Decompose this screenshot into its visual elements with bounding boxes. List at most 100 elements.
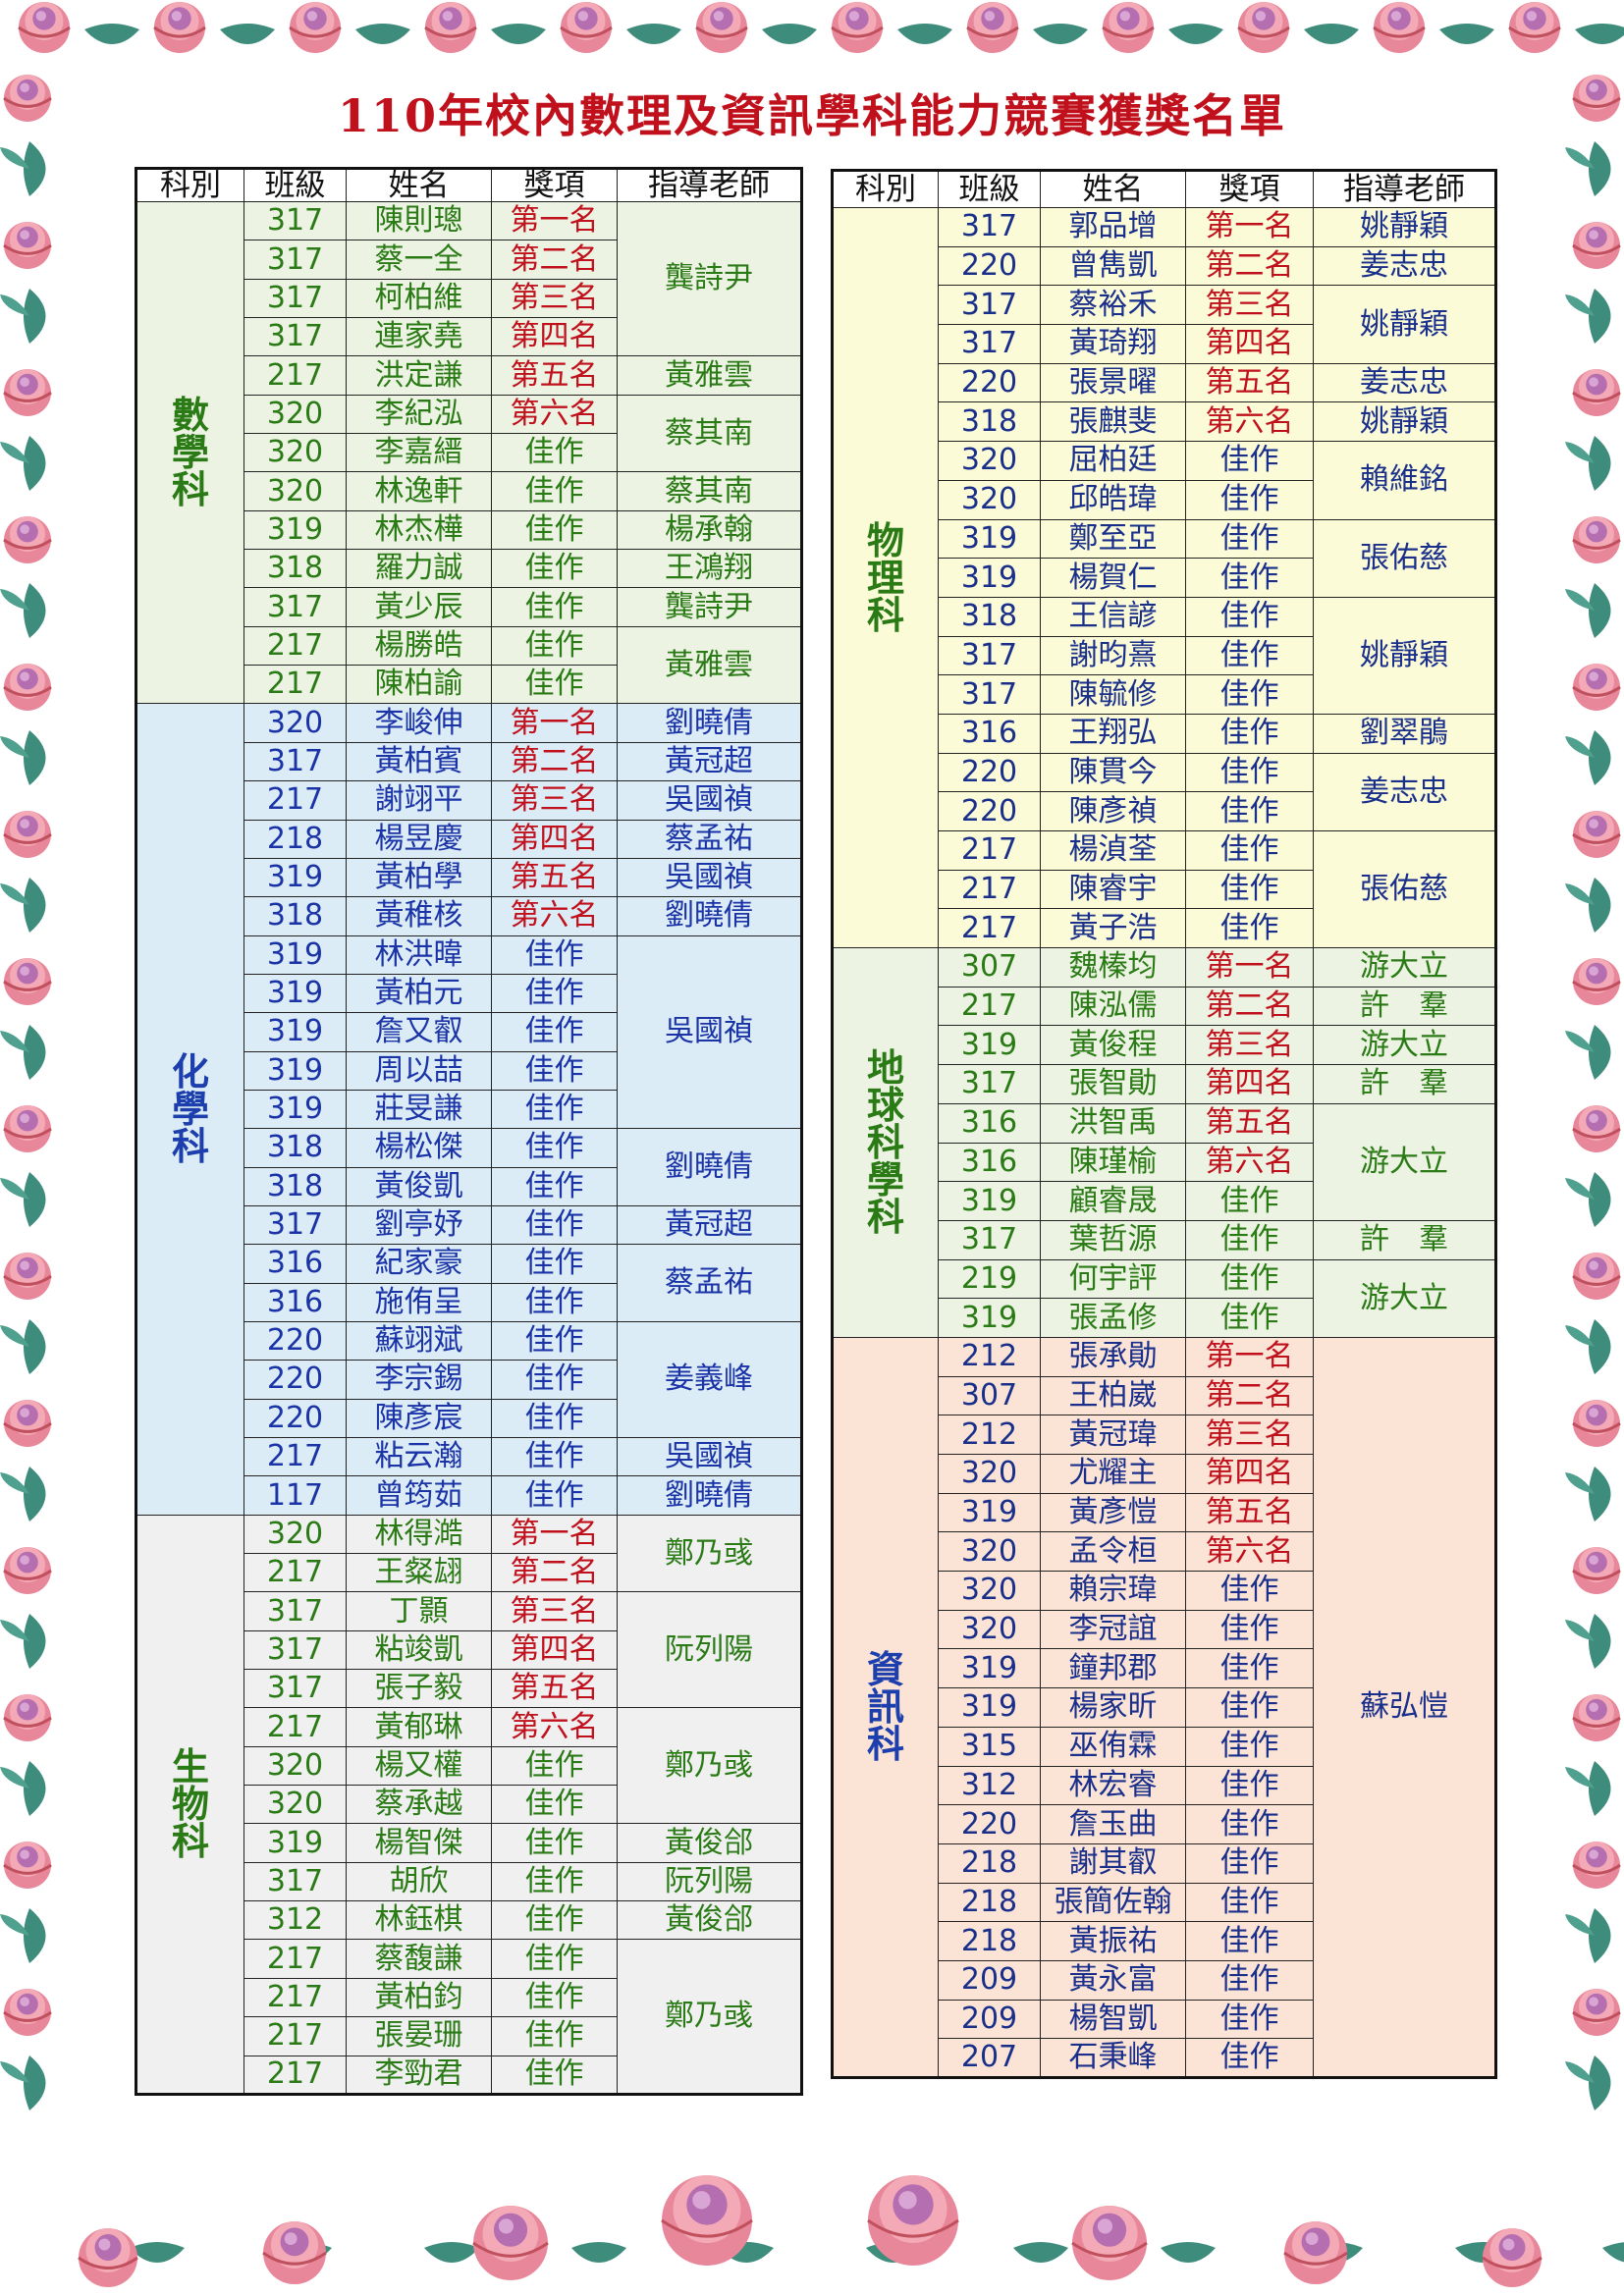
name-cell: 黃少辰	[346, 587, 492, 627]
flower-icon	[1572, 75, 1621, 122]
class-cell: 220	[938, 362, 1041, 403]
name-cell: 黃柏學	[346, 857, 492, 898]
name-cell: 陳彥宸	[346, 1398, 492, 1439]
name-cell: 何宇評	[1040, 1258, 1186, 1300]
name-cell: 顧睿晟	[1040, 1181, 1186, 1221]
name-cell: 黃柏賓	[346, 741, 492, 782]
teacher-cell: 吳國禎	[617, 780, 802, 821]
flower-icon	[1572, 1842, 1621, 1889]
leaf-icon	[220, 24, 275, 44]
name-cell: 紀家豪	[346, 1244, 492, 1284]
flower-icon	[1572, 369, 1621, 416]
award-cell: 第五名	[491, 355, 618, 396]
table-row: 317 黃少辰 佳作 龔詩尹	[135, 587, 802, 627]
class-cell: 217	[244, 1939, 347, 1979]
name-cell: 林宏睿	[1040, 1765, 1186, 1806]
class-cell: 317	[938, 207, 1041, 247]
flower-icon	[1572, 516, 1621, 563]
leaf-icon	[626, 24, 681, 44]
teacher-cell: 龔詩尹	[617, 587, 802, 627]
flower-icon	[1572, 1253, 1621, 1300]
award-cell: 佳作	[1185, 869, 1314, 910]
award-cell: 第三名	[491, 1591, 618, 1631]
class-cell: 317	[244, 317, 347, 357]
class-cell: 217	[244, 780, 347, 821]
leaf-icon	[1575, 24, 1624, 44]
table-row: 217 粘云瀚 佳作 吳國禎	[135, 1436, 802, 1477]
name-cell: 黃俊凱	[346, 1166, 492, 1206]
class-cell: 312	[938, 1765, 1041, 1806]
award-cell: 佳作	[491, 934, 618, 975]
teacher-cell: 鄭乃彧	[617, 1939, 802, 2095]
table-row: 317 丁顥 第三名 阮列陽	[135, 1591, 802, 1709]
name-cell: 邱皓瑋	[1040, 479, 1186, 520]
table-row: 212 黃冠瑋 第三名	[832, 1415, 1496, 1455]
name-cell: 楊智凱	[1040, 1999, 1186, 2040]
teacher-cell: 游大立	[1313, 1025, 1496, 1066]
award-cell: 佳作	[1185, 1258, 1314, 1300]
name-cell: 陳瑾榆	[1040, 1142, 1186, 1183]
teacher-cell: 吳國禎	[617, 934, 802, 1130]
award-cell: 第一名	[1185, 1336, 1314, 1377]
award-cell: 佳作	[491, 1939, 618, 1979]
award-cell: 第六名	[1185, 401, 1314, 443]
column-header: 科別	[832, 170, 939, 208]
award-cell: 佳作	[1185, 713, 1314, 754]
name-cell: 黃俊程	[1040, 1025, 1186, 1066]
name-cell: 陳柏諭	[346, 665, 492, 705]
name-cell: 張麒斐	[1040, 401, 1186, 443]
name-cell: 張簡佐翰	[1040, 1882, 1186, 1923]
teacher-cell: 蔡孟祐	[617, 1244, 802, 1322]
teacher-cell: 蘇弘愷	[1313, 1336, 1496, 2079]
award-cell: 佳作	[491, 973, 618, 1014]
leaf-icon	[0, 1761, 46, 1816]
name-cell: 黃永富	[1040, 1959, 1186, 2001]
class-cell: 317	[244, 1629, 347, 1671]
teacher-cell: 姜志忠	[1313, 362, 1496, 403]
award-cell: 佳作	[491, 1785, 618, 1825]
leaf-icon	[0, 141, 46, 196]
class-cell: 317	[938, 285, 1041, 326]
class-cell: 220	[938, 245, 1041, 287]
flower-icon	[867, 2175, 959, 2266]
teacher-cell: 游大立	[1313, 947, 1496, 988]
class-cell: 317	[244, 200, 347, 241]
leaf-icon	[1161, 2242, 1216, 2263]
class-cell: 317	[244, 1204, 347, 1246]
table-row: 320 李紀泓 第六名 蔡其南	[135, 394, 802, 473]
table-row: 數學科 317 陳則璁 第一名 龔詩尹	[135, 200, 802, 705]
award-cell: 第六名	[1185, 1531, 1314, 1573]
table-row: 318 楊松傑 佳作 劉曉倩	[135, 1128, 802, 1206]
name-cell: 柯柏維	[346, 278, 492, 319]
class-cell: 319	[244, 1012, 347, 1052]
class-cell: 320	[938, 479, 1041, 520]
flower-icon	[3, 369, 52, 416]
leaf-icon	[1565, 141, 1611, 196]
award-cell: 第四名	[1185, 1064, 1314, 1104]
subject-cell: 資訊科	[832, 1336, 939, 2079]
name-cell: 曾筠茹	[346, 1475, 492, 1516]
leaf-icon	[424, 2242, 479, 2263]
leaf-icon	[762, 24, 817, 44]
class-cell: 319	[244, 973, 347, 1014]
table-row: 318 羅力誠 佳作 王鴻翔	[135, 549, 802, 589]
class-cell: 317	[244, 1591, 347, 1631]
flower-icon	[3, 1253, 52, 1300]
name-cell: 林得澔	[346, 1514, 492, 1555]
class-cell: 318	[938, 401, 1041, 443]
table-row: 317 蔡裕禾 第三名 姚靜穎	[832, 285, 1496, 364]
award-cell: 第六名	[491, 896, 618, 936]
subject-cell: 數學科	[135, 200, 244, 705]
award-cell: 佳作	[1185, 596, 1314, 637]
class-cell: 218	[244, 819, 347, 859]
award-cell: 佳作	[1185, 1571, 1314, 1611]
subject-cell: 化學科	[135, 703, 244, 1516]
class-cell: 209	[938, 1959, 1041, 2001]
name-cell: 李嘉縉	[346, 433, 492, 473]
name-cell: 黃柏元	[346, 973, 492, 1014]
class-cell: 217	[244, 2016, 347, 2056]
class-cell: 316	[244, 1282, 347, 1322]
table-row: 117 曾筠茹 佳作 劉曉倩	[135, 1475, 802, 1516]
flower-icon	[1572, 664, 1621, 711]
flower-icon	[3, 222, 52, 269]
